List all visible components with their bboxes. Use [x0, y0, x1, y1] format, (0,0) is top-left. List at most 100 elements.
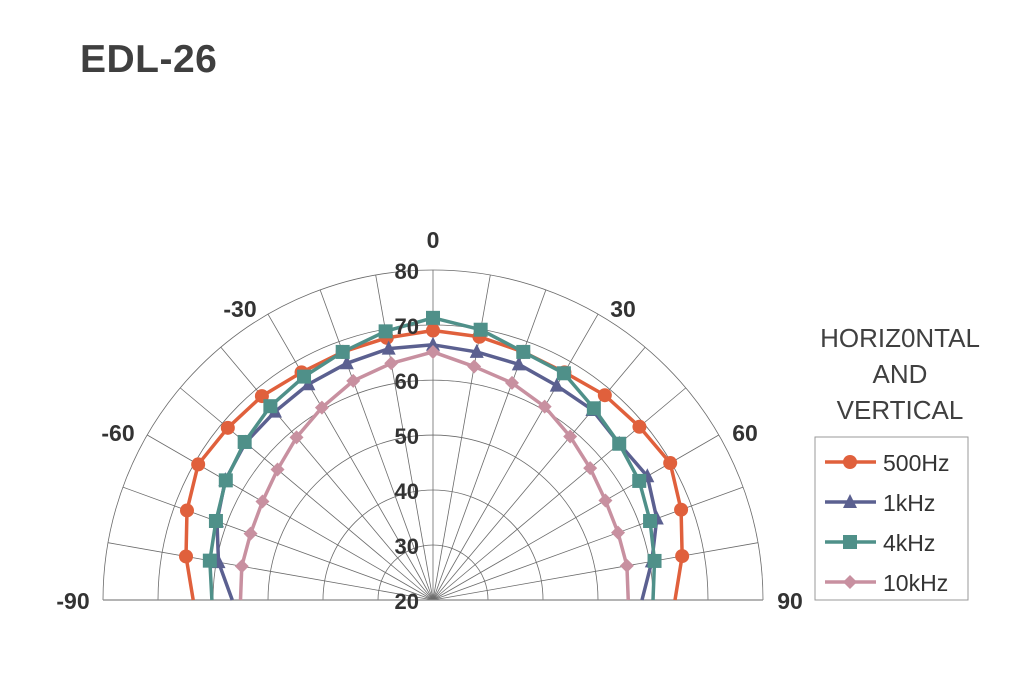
data-point-diamond [505, 375, 520, 390]
data-point-diamond [234, 559, 249, 574]
legend-label: 4kHz [883, 530, 935, 556]
data-point-square [586, 401, 601, 416]
data-point-square [612, 436, 627, 451]
angle-tick-label: 30 [610, 296, 636, 322]
data-point-square [237, 434, 252, 449]
chart-title: EDL-26 [80, 38, 218, 81]
data-point-diamond [619, 558, 634, 573]
legend-label: 500Hz [883, 450, 949, 476]
grid-spoke [432, 314, 599, 601]
data-point-circle [191, 457, 206, 472]
legend-label: 10kHz [883, 570, 948, 596]
data-point-circle [179, 503, 194, 518]
data-point-diamond [289, 430, 304, 445]
radial-tick-label: 40 [395, 479, 419, 504]
legend-title-line: HORIZ0NTAL [820, 323, 980, 353]
legend-box [814, 436, 969, 601]
grid-spoke [267, 314, 434, 601]
grid-spoke [319, 289, 434, 601]
angle-tick-label: 90 [777, 588, 803, 614]
data-point-square [202, 553, 217, 568]
legend-marker-triangle-icon [843, 494, 857, 508]
data-point-diamond [537, 399, 552, 414]
data-point-square [218, 473, 233, 488]
data-point-circle [220, 420, 235, 435]
series-line [184, 328, 684, 601]
data-point-diamond [384, 356, 399, 371]
grid-spoke [107, 542, 434, 601]
data-point-diamond [598, 493, 613, 508]
data-point-triangle [381, 340, 396, 355]
data-point-square [208, 513, 223, 528]
grid-spoke [179, 387, 434, 601]
data-point-triangle [511, 356, 526, 371]
data-point-diamond [426, 344, 440, 359]
series-line [208, 316, 657, 601]
angle-tick-label: 60 [732, 420, 758, 446]
data-point-diamond [270, 462, 285, 477]
data-point-triangle [426, 336, 440, 351]
data-point-square [643, 513, 658, 528]
data-point-circle [675, 549, 690, 564]
grid-spoke [432, 346, 646, 601]
data-point-square [516, 344, 531, 359]
legend-marker-circle-icon [843, 455, 857, 469]
data-point-square [647, 553, 662, 568]
radial-tick-label: 70 [395, 314, 419, 339]
data-point-square [335, 344, 350, 359]
tick-labels: 20 30 40 50 60 70 80 -90 -60 -30 0 30 60 90 [56, 227, 802, 614]
data-point-square [473, 322, 488, 337]
legend-title-line: AND [872, 359, 928, 389]
data-point-triangle [549, 377, 564, 392]
radial-tick-label: 60 [395, 369, 419, 394]
data-point-triangle [339, 355, 354, 370]
legend-title: HORIZ0NTAL AND VERTICAL [795, 320, 1005, 428]
angle-tick-label: -90 [56, 588, 89, 614]
data-point-diamond [563, 429, 578, 444]
data-point-diamond [314, 400, 329, 415]
data-point-diamond [467, 359, 482, 374]
legend-marker-diamond-icon [843, 575, 857, 589]
data-point-square [263, 399, 278, 414]
data-point-diamond [583, 461, 598, 476]
data-point-square [632, 473, 647, 488]
data-point-square [297, 369, 312, 384]
data-point-triangle [469, 343, 484, 358]
data-point-square [378, 324, 393, 339]
data-point-diamond [346, 373, 361, 388]
legend-title-line: VERTICAL [836, 395, 964, 425]
grid-spoke [432, 289, 547, 601]
grid-spoke [432, 542, 759, 601]
series-4khz [202, 310, 662, 601]
data-point-square [556, 366, 571, 381]
radial-tick-label: 30 [395, 534, 419, 559]
angle-tick-label: -30 [223, 296, 256, 322]
data-point-circle [663, 456, 678, 471]
legend-label: 1kHz [883, 490, 935, 516]
data-point-diamond [611, 525, 626, 540]
data-point-diamond [255, 494, 270, 509]
legend: 500Hz 1kHz 4kHz 10kHz [814, 436, 969, 601]
data-point-diamond [243, 526, 258, 541]
legend-marker-square-icon [843, 535, 857, 549]
legend-item: 10kHz [825, 570, 948, 596]
series-10khz [234, 344, 634, 601]
data-point-circle [674, 502, 689, 517]
legend-item: 4kHz [825, 530, 935, 556]
data-point-circle [597, 388, 612, 403]
series-layer [179, 310, 690, 601]
radial-tick-label: 80 [395, 259, 419, 284]
radial-tick-label: 20 [395, 589, 419, 614]
angle-tick-label: 0 [427, 227, 440, 253]
grid-spoke [122, 486, 434, 601]
data-point-circle [179, 549, 194, 564]
angle-tick-label: -60 [101, 420, 134, 446]
data-point-circle [426, 323, 440, 338]
grid-spoke [220, 346, 434, 601]
series-500hz [179, 323, 690, 601]
legend-item: 500Hz [825, 450, 949, 476]
data-point-square [426, 310, 440, 325]
series-line [238, 350, 630, 601]
data-point-circle [632, 419, 647, 434]
